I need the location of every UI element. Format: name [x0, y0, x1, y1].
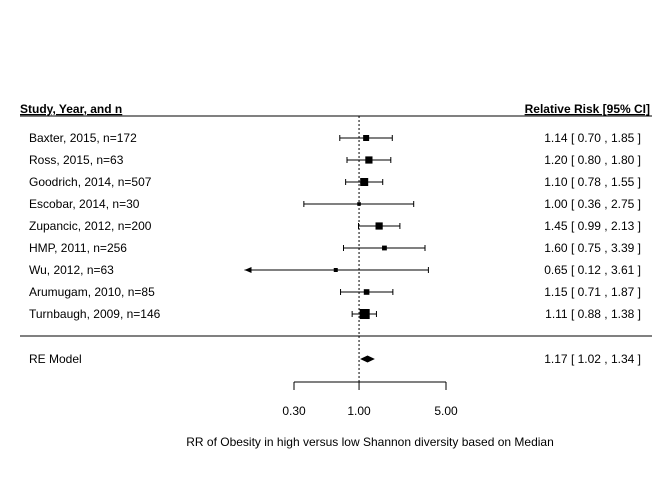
- study-row: Goodrich, 2014, n=507 1.10 [ 0.78 , 1.55 …: [29, 175, 641, 189]
- study-ci-text: 1.60 [ 0.75 , 3.39 ]: [544, 241, 641, 255]
- point-estimate: [333, 268, 338, 272]
- x-axis-label: RR of Obesity in high versus low Shannon…: [186, 435, 554, 449]
- point-estimate: [359, 309, 370, 319]
- study-ci-text: 1.00 [ 0.36 , 2.75 ]: [544, 197, 641, 211]
- study-label: Zupancic, 2012, n=200: [29, 219, 152, 233]
- study-row: Wu, 2012, n=63 0.65 [ 0.12 , 3.61 ]: [29, 263, 641, 277]
- study-row: Escobar, 2014, n=30 1.00 [ 0.36 , 2.75 ]: [29, 197, 641, 211]
- study-label: Baxter, 2015, n=172: [29, 131, 137, 145]
- study-row: Baxter, 2015, n=172 1.14 [ 0.70 , 1.85 ]: [29, 131, 641, 145]
- study-row: Arumugam, 2010, n=85 1.15 [ 0.71 , 1.87 ]: [29, 285, 641, 299]
- study-label: HMP, 2011, n=256: [29, 241, 127, 255]
- summary-diamond: [360, 355, 375, 363]
- study-ci-text: 1.20 [ 0.80 , 1.80 ]: [544, 153, 641, 167]
- point-estimate: [382, 245, 387, 251]
- study-label: Turnbaugh, 2009, n=146: [29, 307, 161, 321]
- study-ci-text: 1.10 [ 0.78 , 1.55 ]: [544, 175, 641, 189]
- x-tick-label: 1.00: [347, 404, 371, 418]
- point-estimate: [363, 289, 370, 295]
- study-ci-text: 1.15 [ 0.71 , 1.87 ]: [544, 285, 641, 299]
- study-ci-text: 1.45 [ 0.99 , 2.13 ]: [544, 219, 641, 233]
- study-row: HMP, 2011, n=256 1.60 [ 0.75 , 3.39 ]: [29, 241, 641, 255]
- header-ci-label: Relative Risk [95% CI]: [525, 102, 650, 116]
- summary-label: RE Model: [29, 352, 82, 366]
- study-label: Goodrich, 2014, n=507: [29, 175, 152, 189]
- summary-row: RE Model 1.17 [ 1.02 , 1.34 ]: [29, 352, 641, 366]
- point-estimate: [357, 202, 361, 206]
- study-ci-text: 1.11 [ 0.88 , 1.38 ]: [545, 307, 641, 321]
- header-study-label: Study, Year, and n: [20, 102, 122, 116]
- study-row: Turnbaugh, 2009, n=146 1.11 [ 0.88 , 1.38…: [29, 307, 641, 321]
- point-estimate: [363, 135, 370, 141]
- study-row: Zupancic, 2012, n=200 1.45 [ 0.99 , 2.13 …: [29, 219, 641, 233]
- ci-arrow: [244, 267, 252, 273]
- x-tick-label: 0.30: [282, 404, 306, 418]
- study-ci-text: 0.65 [ 0.12 , 3.61 ]: [544, 263, 641, 277]
- study-row: Ross, 2015, n=63 1.20 [ 0.80 , 1.80 ]: [29, 153, 641, 167]
- point-estimate: [360, 178, 369, 186]
- study-label: Wu, 2012, n=63: [29, 263, 114, 277]
- summary-ci-text: 1.17 [ 1.02 , 1.34 ]: [544, 352, 641, 366]
- study-label: Escobar, 2014, n=30: [29, 197, 140, 211]
- x-tick-label: 5.00: [434, 404, 458, 418]
- point-estimate: [365, 156, 373, 164]
- study-ci-text: 1.14 [ 0.70 , 1.85 ]: [544, 131, 641, 145]
- study-label: Arumugam, 2010, n=85: [29, 285, 155, 299]
- point-estimate: [375, 222, 383, 230]
- study-label: Ross, 2015, n=63: [29, 153, 124, 167]
